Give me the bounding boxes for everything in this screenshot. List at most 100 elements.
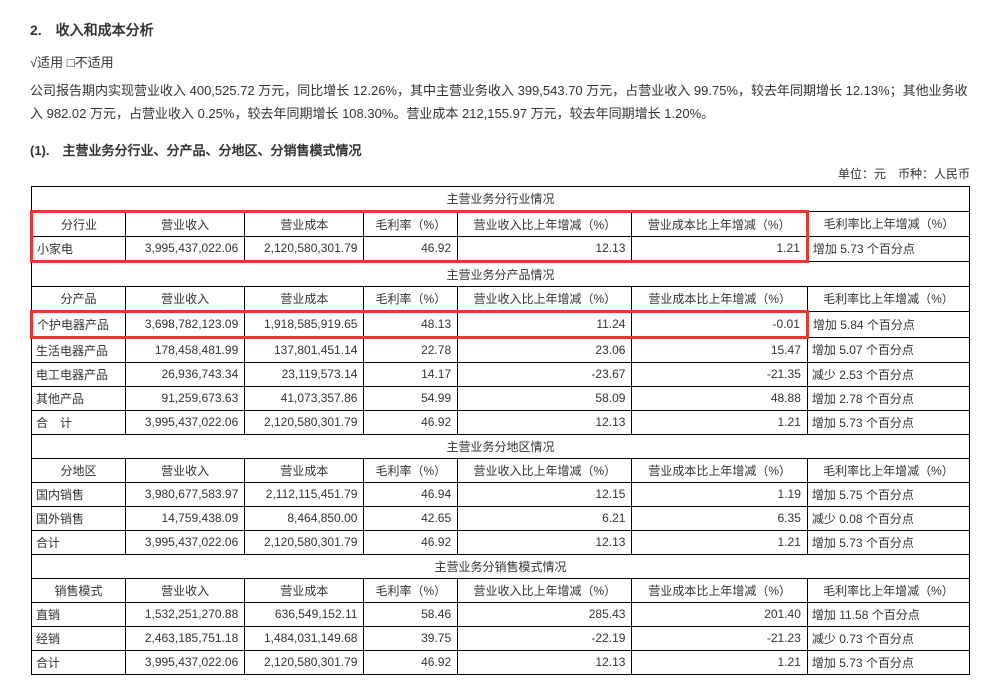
cell: 1.21 (632, 650, 807, 674)
cell: 58.09 (458, 386, 632, 410)
cell: 合 计 (32, 410, 126, 434)
cell: 国外销售 (32, 506, 126, 530)
unit-label: 单位：元 币种：人民币 (30, 165, 970, 182)
cell: 6.35 (632, 506, 807, 530)
cell: 1.21 (632, 410, 807, 434)
header-row: 分产品 营业收入 营业成本 毛利率（%） 营业收入比上年增减（%） 营业成本比上… (32, 286, 970, 311)
col-rev-yoy: 营业收入比上年增减（%） (458, 578, 632, 602)
cell: -0.01 (632, 311, 807, 337)
cell: 8,464,850.00 (245, 506, 364, 530)
table-row: 电工电器产品 26,936,743.34 23,119,573.14 14.17… (32, 362, 970, 386)
cell: 2,120,580,301.79 (245, 410, 364, 434)
cell: 增加 5.73 个百分点 (807, 410, 969, 434)
cell: 增加 5.75 个百分点 (807, 482, 969, 506)
cell: 3,698,782,123.09 (126, 311, 245, 337)
cell: 2,463,185,751.18 (126, 626, 245, 650)
cell: 减少 0.08 个百分点 (807, 506, 969, 530)
cell: 46.94 (364, 482, 458, 506)
cell: 22.78 (364, 337, 458, 362)
col-cost: 营业成本 (245, 578, 364, 602)
table-row: 经销 2,463,185,751.18 1,484,031,149.68 39.… (32, 626, 970, 650)
cell: 91,259,673.63 (126, 386, 245, 410)
cell: 42.65 (364, 506, 458, 530)
cell: 增加 5.73 个百分点 (807, 530, 969, 554)
cell: 12.15 (458, 482, 632, 506)
col-region: 分地区 (32, 458, 126, 482)
cell: 12.13 (458, 650, 632, 674)
col-gm: 毛利率（%） (364, 211, 458, 236)
cell: 46.92 (364, 236, 458, 261)
cell: 23,119,573.14 (245, 362, 364, 386)
cell: 1,532,251,270.88 (126, 602, 245, 626)
cell: 39.75 (364, 626, 458, 650)
col-rev-yoy: 营业收入比上年增减（%） (458, 211, 632, 236)
cell: 1.21 (632, 236, 807, 261)
col-rev: 营业收入 (126, 211, 245, 236)
header-row: 销售模式 营业收入 营业成本 毛利率（%） 营业收入比上年增减（%） 营业成本比… (32, 578, 970, 602)
cell: 54.99 (364, 386, 458, 410)
col-product: 分产品 (32, 286, 126, 311)
section-heading: 2. 收入和成本分析 (30, 20, 970, 40)
header-row: 分地区 营业收入 营业成本 毛利率（%） 营业收入比上年增减（%） 营业成本比上… (32, 458, 970, 482)
cell: 636,549,152.11 (245, 602, 364, 626)
col-gm-yoy: 毛利率比上年增减（%） (807, 286, 969, 311)
cell: 46.92 (364, 530, 458, 554)
cell: 178,458,481.99 (126, 337, 245, 362)
col-gm: 毛利率（%） (364, 286, 458, 311)
cell: 1.21 (632, 530, 807, 554)
cell: 减少 2.53 个百分点 (807, 362, 969, 386)
cell: 3,995,437,022.06 (126, 530, 245, 554)
table-row: 国外销售 14,759,438.09 8,464,850.00 42.65 6.… (32, 506, 970, 530)
col-cost-yoy: 营业成本比上年增减（%） (632, 211, 807, 236)
cell: 2,120,580,301.79 (245, 650, 364, 674)
col-industry: 分行业 (32, 211, 126, 236)
cell: 直销 (32, 602, 126, 626)
cell: -23.67 (458, 362, 632, 386)
cell: 14.17 (364, 362, 458, 386)
col-cost-yoy: 营业成本比上年增减（%） (632, 458, 807, 482)
cell: 11.24 (458, 311, 632, 337)
table-row: 合计 3,995,437,022.06 2,120,580,301.79 46.… (32, 650, 970, 674)
applicable-line: √适用 □不适用 (30, 52, 970, 71)
cell: -22.19 (458, 626, 632, 650)
table-row: 个护电器产品 3,698,782,123.09 1,918,585,919.65… (32, 311, 970, 337)
header-row: 分行业 营业收入 营业成本 毛利率（%） 营业收入比上年增减（%） 营业成本比上… (32, 211, 970, 236)
col-rev: 营业收入 (126, 458, 245, 482)
cell: 3,995,437,022.06 (126, 410, 245, 434)
cell: 137,801,451.14 (245, 337, 364, 362)
cell: 个护电器产品 (32, 311, 126, 337)
cell: 23.06 (458, 337, 632, 362)
cell: 1,918,585,919.65 (245, 311, 364, 337)
col-cost-yoy: 营业成本比上年增减（%） (632, 286, 807, 311)
cell: 48.88 (632, 386, 807, 410)
cell: -21.35 (632, 362, 807, 386)
section-mode: 主营业务分销售模式情况 (32, 554, 970, 578)
col-cost: 营业成本 (245, 286, 364, 311)
cell: 2,120,580,301.79 (245, 236, 364, 261)
col-rev: 营业收入 (126, 286, 245, 311)
col-rev-yoy: 营业收入比上年增减（%） (458, 458, 632, 482)
cell: 2,120,580,301.79 (245, 530, 364, 554)
subsection-heading: (1). 主营业务分行业、分产品、分地区、分销售模式情况 (30, 140, 970, 159)
cell: 3,980,677,583.97 (126, 482, 245, 506)
section-product: 主营业务分产品情况 (32, 261, 970, 286)
cell: 48.13 (364, 311, 458, 337)
cell: 经销 (32, 626, 126, 650)
cell: 26,936,743.34 (126, 362, 245, 386)
table-row: 生活电器产品 178,458,481.99 137,801,451.14 22.… (32, 337, 970, 362)
cell: 其他产品 (32, 386, 126, 410)
col-gm-yoy: 毛利率比上年增减（%） (807, 458, 969, 482)
cell: 增加 5.84 个百分点 (807, 311, 969, 337)
cell: 增加 5.73 个百分点 (807, 236, 969, 261)
cell: 3,995,437,022.06 (126, 236, 245, 261)
col-gm: 毛利率（%） (364, 458, 458, 482)
col-cost: 营业成本 (245, 211, 364, 236)
cell: 减少 0.73 个百分点 (807, 626, 969, 650)
cell: 增加 2.78 个百分点 (807, 386, 969, 410)
col-cost: 营业成本 (245, 458, 364, 482)
cell: 生活电器产品 (32, 337, 126, 362)
cell: 41,073,357.86 (245, 386, 364, 410)
table-row: 国内销售 3,980,677,583.97 2,112,115,451.79 4… (32, 482, 970, 506)
cell: 285.43 (458, 602, 632, 626)
col-rev-yoy: 营业收入比上年增减（%） (458, 286, 632, 311)
